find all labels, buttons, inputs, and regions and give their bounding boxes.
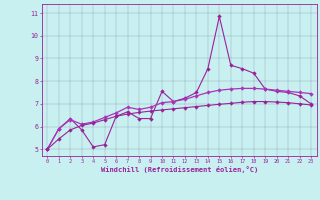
X-axis label: Windchill (Refroidissement éolien,°C): Windchill (Refroidissement éolien,°C): [100, 166, 258, 173]
